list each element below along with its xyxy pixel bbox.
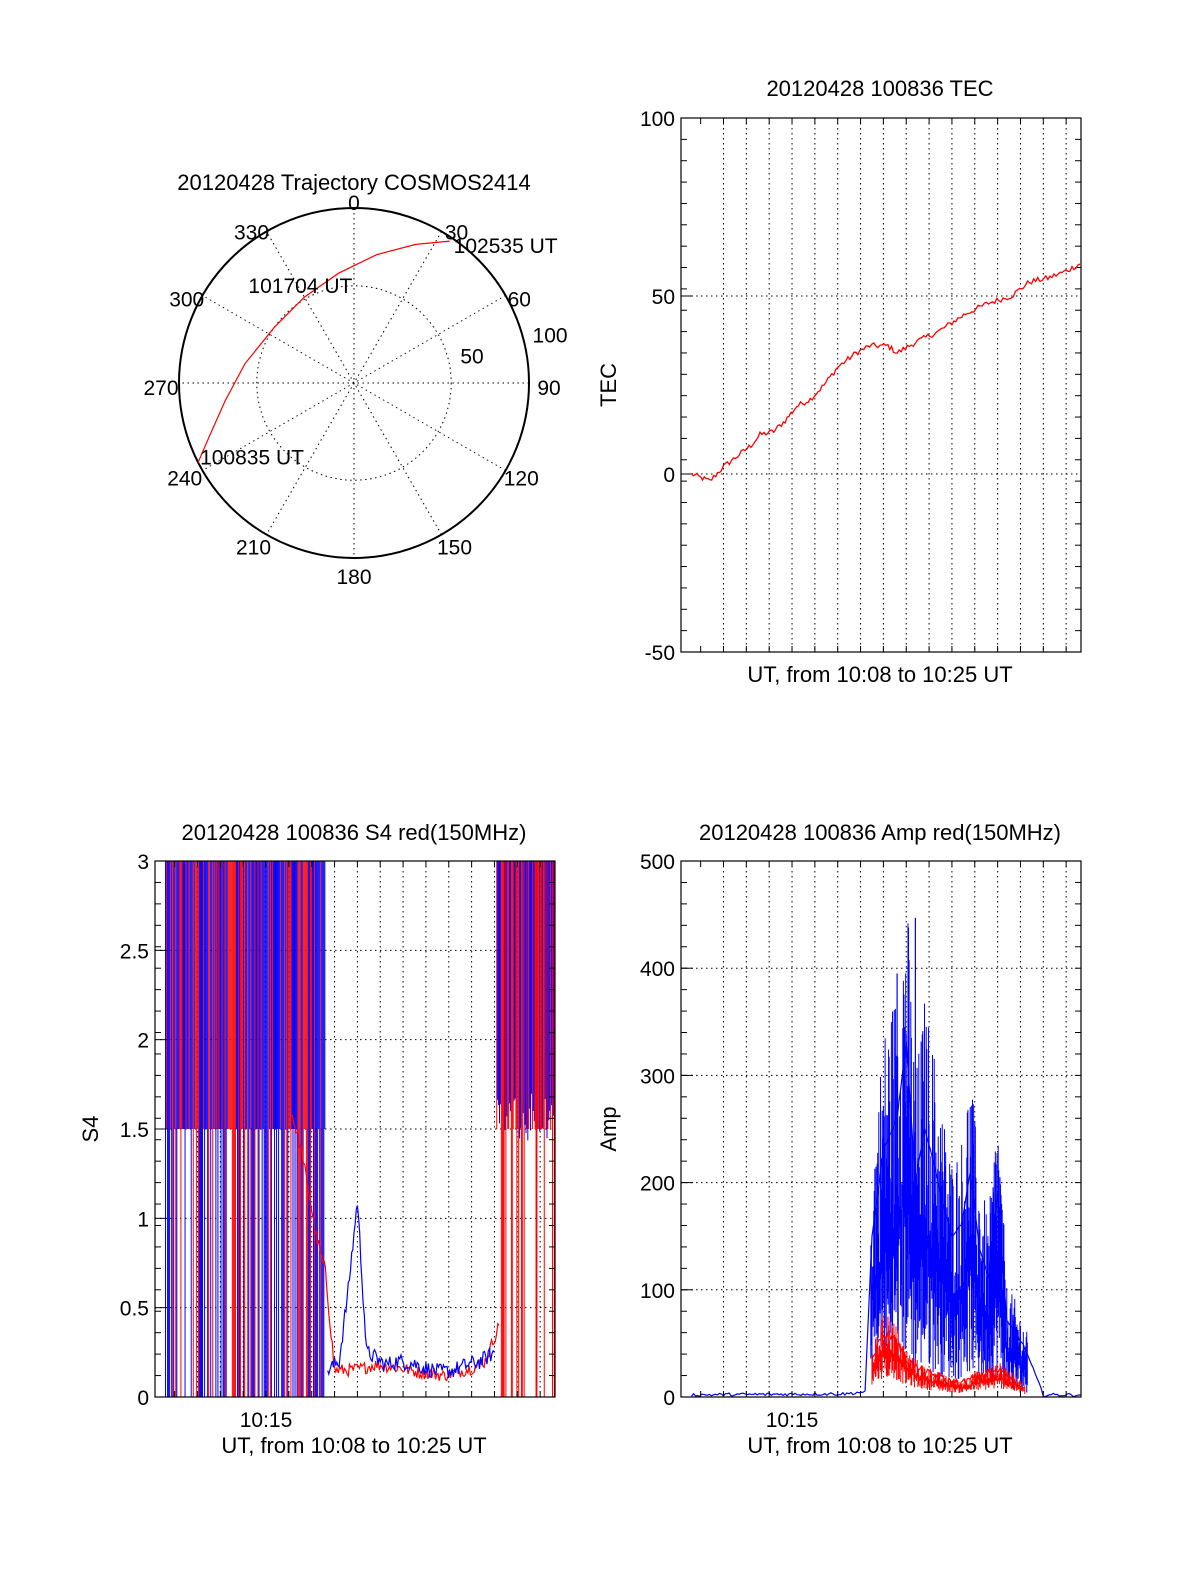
y-tick-label: 500 (640, 851, 675, 874)
y-tick-label: -50 (645, 642, 675, 665)
y-tick-label: 100 (640, 108, 675, 131)
y-tick-label: 0.5 (120, 1298, 149, 1321)
amp-title: 20120428 100836 Amp red(150MHz) (699, 820, 1061, 845)
y-tick-label: 1 (137, 1208, 149, 1231)
s4-frame (154, 860, 556, 1398)
y-tick-label: 0 (663, 1387, 675, 1410)
s4-series-blue (327, 1205, 495, 1379)
amp-series-red (871, 1329, 1026, 1391)
amp-noise-spikes (870, 917, 1028, 1395)
y-tick-label: 0 (663, 464, 675, 487)
amp-ylabel: Amp (596, 1106, 621, 1151)
amp-xlabel: UT, from 10:08 to 10:25 UT (747, 1433, 1012, 1458)
y-tick-label: 300 (640, 1065, 675, 1088)
polar-radial-labels: 50 100 (460, 324, 567, 368)
trajectory-time-label: 102535 UT (454, 235, 558, 258)
tec-ticks: 100 50 0 -50 (640, 108, 1081, 665)
s4-series-red (290, 1114, 500, 1382)
polar-angle-label: 60 (508, 289, 531, 312)
tec-ylabel: TEC (596, 363, 621, 407)
polar-angle-label: 150 (437, 536, 472, 559)
polar-spoke (266, 231, 442, 535)
polar-angle-labels: 0 30 60 90 120 150 180 210 240 270 300 330 (143, 192, 560, 589)
y-tick-label: 100 (640, 1280, 675, 1303)
s4-ticks: 3 2.5 2 1.5 1 0.5 0 10:15 (120, 851, 555, 1432)
polar-trajectory-plot: 20120428 Trajectory COSMOS2414 0 30 60 90 12… (143, 170, 567, 589)
polar-grid (179, 208, 529, 558)
polar-radial-label: 50 (460, 345, 483, 368)
y-tick-label: 200 (640, 1173, 675, 1196)
tec-series-red (690, 263, 1081, 482)
tec-xlabel: UT, from 10:08 to 10:25 UT (747, 662, 1012, 687)
amp-series-blue (691, 1041, 1082, 1398)
polar-angle-label: 270 (143, 377, 178, 400)
tec-plot: 20120428 100836 TEC 100 50 0 -50 UT, from 1… (596, 76, 1082, 687)
y-tick-label: 3 (137, 851, 149, 874)
y-tick-label: 0 (137, 1387, 149, 1410)
trajectory-time-label: 101704 UT (248, 275, 352, 298)
y-tick-label: 1.5 (120, 1119, 149, 1142)
polar-angle-label: 330 (234, 222, 269, 245)
amp-ticks: 500 400 300 200 100 0 10:15 (640, 851, 1081, 1432)
tec-grid (681, 118, 1081, 652)
y-tick-label: 2.5 (120, 940, 149, 963)
polar-angle-label: 90 (537, 377, 560, 400)
s4-title: 20120428 100836 S4 red(150MHz) (182, 820, 527, 845)
s4-ylabel: S4 (78, 1116, 103, 1143)
polar-angle-label: 120 (504, 468, 539, 491)
amp-frame (680, 860, 1082, 1398)
polar-angle-label: 300 (169, 289, 204, 312)
y-tick-label: 50 (652, 286, 675, 309)
s4-plot: 20120428 100836 S4 red(150MHz) 3 2.5 2 1.5 1… (78, 820, 556, 1458)
polar-radial-label: 100 (533, 324, 568, 347)
amp-plot: 20120428 100836 Amp red(150MHz) 500 400 30… (596, 820, 1082, 1458)
y-tick-label: 400 (640, 958, 675, 981)
s4-dense-spikes (165, 861, 555, 1397)
polar-title: 20120428 Trajectory COSMOS2414 (177, 170, 530, 195)
tec-frame (680, 117, 1082, 653)
x-tick-label: 10:15 (766, 1409, 819, 1432)
polar-angle-label: 240 (167, 468, 202, 491)
trajectory-line (197, 240, 450, 463)
trajectory-time-label: 100835 UT (200, 446, 304, 469)
x-tick-label: 10:15 (240, 1409, 293, 1432)
trajectory-annotations: 100835 UT 101704 UT 102535 UT (200, 235, 558, 469)
s4-xlabel: UT, from 10:08 to 10:25 UT (221, 1433, 486, 1458)
polar-angle-label: 30 (445, 222, 468, 245)
polar-ring-50 (256, 285, 452, 481)
polar-angle-label: 210 (236, 536, 271, 559)
polar-angle-label: 180 (336, 566, 371, 589)
y-tick-label: 2 (137, 1030, 149, 1053)
polar-horizon-circle (178, 207, 530, 559)
polar-angle-label: 0 (348, 192, 360, 215)
tec-title: 20120428 100836 TEC (766, 76, 993, 101)
